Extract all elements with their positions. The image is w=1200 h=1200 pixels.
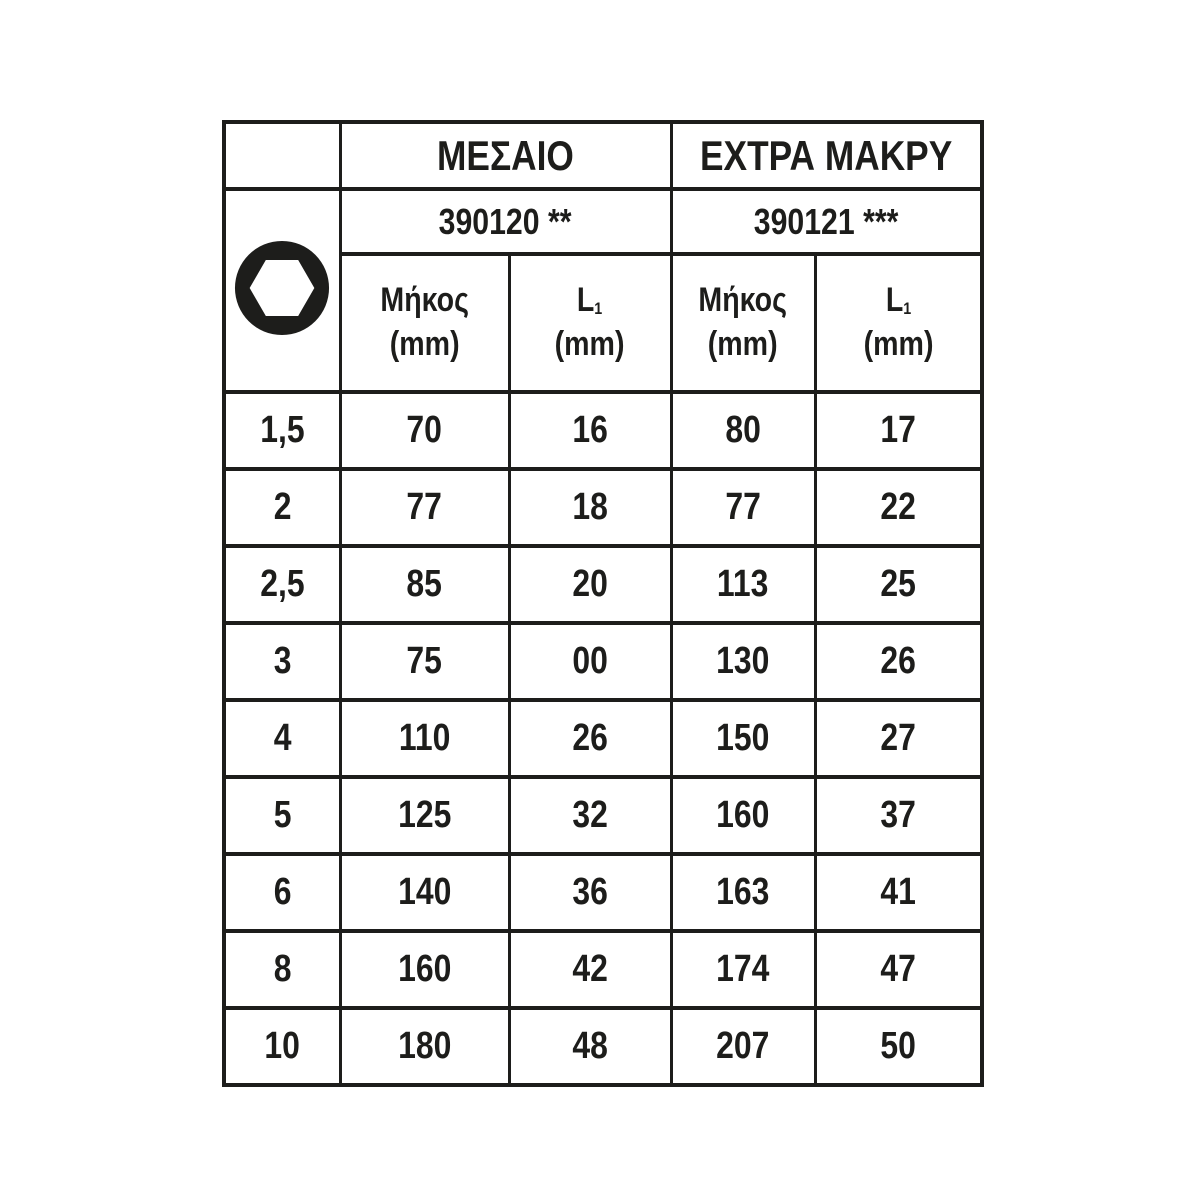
hex-socket-icon-cell (222, 187, 342, 394)
value-cell: 113 (669, 544, 817, 625)
table-row: 10 180 48 207 50 (222, 1006, 984, 1087)
value-cell: 110 (338, 698, 511, 779)
hex-socket-icon (233, 239, 331, 337)
value-cell: 36 (507, 852, 673, 933)
value-cell: 00 (507, 621, 673, 702)
group-title-extra-makry: ΕΧΤΡΑ ΜΑΚΡΥ (669, 120, 984, 191)
size-cell: 10 (222, 1006, 342, 1087)
value-cell: 17 (813, 390, 984, 471)
group-title-label: ΕΧΤΡΑ ΜΑΚΡΥ (700, 131, 953, 179)
size-cell: 8 (222, 929, 342, 1010)
table-row: 1,5 70 16 80 17 (222, 390, 984, 471)
column-header: L1 (mm) (555, 281, 625, 363)
subheader-l1-extra: L1 (mm) (813, 252, 984, 394)
size-cell: 4 (222, 698, 342, 779)
size-cell: 2,5 (222, 544, 342, 625)
value-cell: 32 (507, 775, 673, 856)
value-cell: 37 (813, 775, 984, 856)
value-cell: 50 (813, 1006, 984, 1087)
value-cell: 160 (669, 775, 817, 856)
value-cell: 26 (813, 621, 984, 702)
table-row: 3 75 00 130 26 (222, 621, 984, 702)
column-header: Μήκος (mm) (380, 281, 469, 363)
value-cell: 125 (338, 775, 511, 856)
table-row: 2,5 85 20 113 25 (222, 544, 984, 625)
product-code-label: 390120 ** (439, 200, 572, 242)
value-cell: 85 (338, 544, 511, 625)
value-cell: 41 (813, 852, 984, 933)
column-header: Μήκος (mm) (698, 281, 788, 363)
table-row: 5 125 32 160 37 (222, 775, 984, 856)
value-cell: 180 (338, 1006, 511, 1087)
value-cell: 207 (669, 1006, 817, 1087)
value-cell: 163 (669, 852, 817, 933)
value-cell: 27 (813, 698, 984, 779)
value-cell: 130 (669, 621, 817, 702)
value-cell: 140 (338, 852, 511, 933)
corner-cell (222, 120, 342, 191)
value-cell: 48 (507, 1006, 673, 1087)
value-cell: 75 (338, 621, 511, 702)
product-code-mesaio: 390120 ** (338, 187, 673, 256)
value-cell: 47 (813, 929, 984, 1010)
group-title-label: ΜΕΣΑΙΟ (437, 131, 574, 179)
subheader-length-mesaio: Μήκος (mm) (338, 252, 511, 394)
table-row: 8 160 42 174 47 (222, 929, 984, 1010)
value-cell: 80 (669, 390, 817, 471)
size-cell: 3 (222, 621, 342, 702)
size-cell: 2 (222, 467, 342, 548)
size-cell: 1,5 (222, 390, 342, 471)
spec-table: ΜΕΣΑΙΟ ΕΧΤΡΑ ΜΑΚΡΥ 390120 ** 390121 *** (222, 120, 985, 1087)
value-cell: 18 (507, 467, 673, 548)
value-cell: 70 (338, 390, 511, 471)
table-row: 2 77 18 77 22 (222, 467, 984, 548)
subheader-l1-mesaio: L1 (mm) (507, 252, 673, 394)
value-cell: 77 (338, 467, 511, 548)
size-cell: 5 (222, 775, 342, 856)
value-cell: 20 (507, 544, 673, 625)
value-cell: 150 (669, 698, 817, 779)
value-cell: 26 (507, 698, 673, 779)
table-row: 4 110 26 150 27 (222, 698, 984, 779)
product-code-extra-makry: 390121 *** (669, 187, 984, 256)
value-cell: 174 (669, 929, 817, 1010)
column-header: L1 (mm) (863, 281, 934, 363)
size-cell: 6 (222, 852, 342, 933)
value-cell: 42 (507, 929, 673, 1010)
table-row: 6 140 36 163 41 (222, 852, 984, 933)
subheader-length-extra: Μήκος (mm) (669, 252, 817, 394)
value-cell: 25 (813, 544, 984, 625)
value-cell: 160 (338, 929, 511, 1010)
value-cell: 16 (507, 390, 673, 471)
value-cell: 22 (813, 467, 984, 548)
value-cell: 77 (669, 467, 817, 548)
group-title-mesaio: ΜΕΣΑΙΟ (338, 120, 673, 191)
product-code-label: 390121 *** (753, 200, 899, 242)
